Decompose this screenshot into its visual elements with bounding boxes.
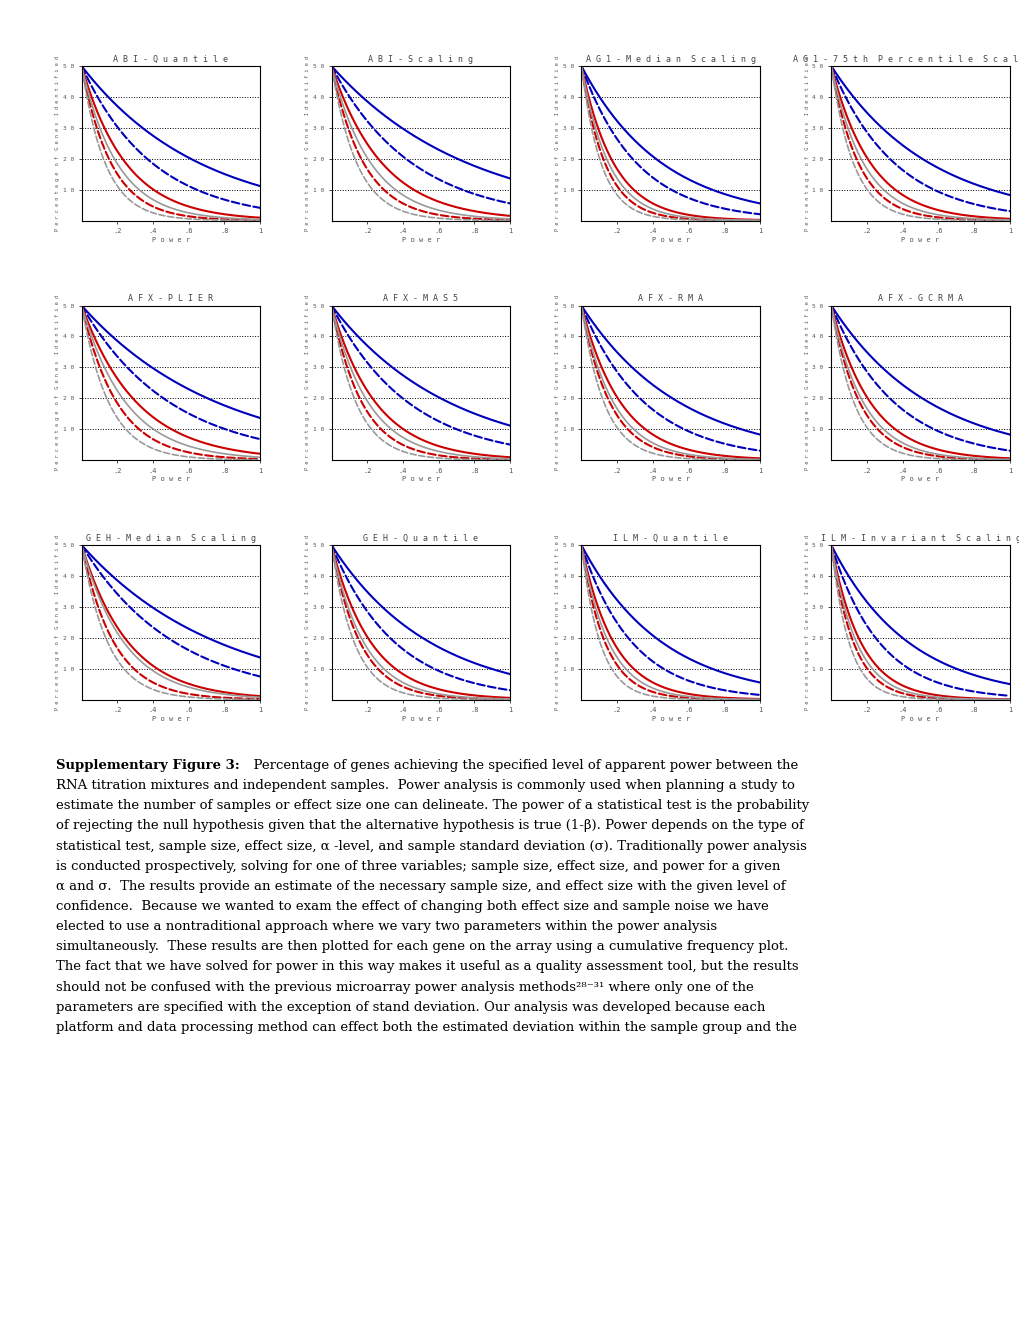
Title: A G 1 - 7 5 t h  P e r c e n t i l e  S c a l i n g: A G 1 - 7 5 t h P e r c e n t i l e S c … bbox=[792, 55, 1019, 63]
Y-axis label: P e r c e n t a g e  o f  G e n e s  I d e n t i f i e d: P e r c e n t a g e o f G e n e s I d e … bbox=[554, 55, 559, 231]
Text: The fact that we have solved for power in this way makes it useful as a quality : The fact that we have solved for power i… bbox=[56, 961, 798, 973]
Title: I L M - I n v a r i a n t  S c a l i n g: I L M - I n v a r i a n t S c a l i n g bbox=[819, 533, 1019, 543]
Title: A B I - S c a l i n g: A B I - S c a l i n g bbox=[368, 55, 473, 63]
Text: parameters are specified with the exception of stand deviation. Our analysis was: parameters are specified with the except… bbox=[56, 1001, 764, 1014]
Title: A B I - Q u a n t i l e: A B I - Q u a n t i l e bbox=[113, 55, 228, 63]
Text: confidence.  Because we wanted to exam the effect of changing both effect size a: confidence. Because we wanted to exam th… bbox=[56, 900, 768, 913]
Text: statistical test, sample size, effect size, α -level, and sample standard deviat: statistical test, sample size, effect si… bbox=[56, 840, 806, 853]
X-axis label: P o w e r: P o w e r bbox=[651, 715, 689, 722]
Text: Percentage of genes achieving the specified level of apparent power between the: Percentage of genes achieving the specif… bbox=[245, 759, 797, 772]
Title: A F X - R M A: A F X - R M A bbox=[638, 294, 702, 304]
Y-axis label: P e r c e n t a g e  o f  G e n e s  I d e n t i f i e d: P e r c e n t a g e o f G e n e s I d e … bbox=[305, 55, 310, 231]
X-axis label: P o w e r: P o w e r bbox=[152, 238, 190, 243]
Y-axis label: P e r c e n t a g e  o f  G e n e s  I d e n t i f i e d: P e r c e n t a g e o f G e n e s I d e … bbox=[55, 55, 60, 231]
X-axis label: P o w e r: P o w e r bbox=[901, 238, 938, 243]
Text: Supplementary Figure 3:: Supplementary Figure 3: bbox=[56, 759, 239, 772]
Text: should not be confused with the previous microarray power analysis methods²⁸⁻³¹ : should not be confused with the previous… bbox=[56, 981, 753, 994]
Text: of rejecting the null hypothesis given that the alternative hypothesis is true (: of rejecting the null hypothesis given t… bbox=[56, 820, 803, 833]
Title: A F X - P L I E R: A F X - P L I E R bbox=[128, 294, 213, 304]
Text: simultaneously.  These results are then plotted for each gene on the array using: simultaneously. These results are then p… bbox=[56, 940, 788, 953]
Text: platform and data processing method can effect both the estimated deviation with: platform and data processing method can … bbox=[56, 1020, 796, 1034]
Title: G E H - M e d i a n  S c a l i n g: G E H - M e d i a n S c a l i n g bbox=[86, 533, 256, 543]
Title: A F X - M A S 5: A F X - M A S 5 bbox=[383, 294, 458, 304]
Y-axis label: P e r c e n t a g e  o f  G e n e s  I d e n t i f i e d: P e r c e n t a g e o f G e n e s I d e … bbox=[804, 296, 809, 470]
X-axis label: P o w e r: P o w e r bbox=[651, 238, 689, 243]
Y-axis label: P e r c e n t a g e  o f  G e n e s  I d e n t i f i e d: P e r c e n t a g e o f G e n e s I d e … bbox=[804, 535, 809, 710]
X-axis label: P o w e r: P o w e r bbox=[152, 477, 190, 483]
Y-axis label: P e r c e n t a g e  o f  G e n e s  I d e n t i f i e d: P e r c e n t a g e o f G e n e s I d e … bbox=[554, 296, 559, 470]
Title: I L M - Q u a n t i l e: I L M - Q u a n t i l e bbox=[612, 533, 728, 543]
X-axis label: P o w e r: P o w e r bbox=[401, 477, 439, 483]
Text: is conducted prospectively, solving for one of three variables; sample size, eff: is conducted prospectively, solving for … bbox=[56, 859, 780, 873]
Title: A F X - G C R M A: A F X - G C R M A bbox=[877, 294, 962, 304]
Y-axis label: P e r c e n t a g e  o f  G e n e s  I d e n t i f i e d: P e r c e n t a g e o f G e n e s I d e … bbox=[554, 535, 559, 710]
Y-axis label: P e r c e n t a g e  o f  G e n e s  I d e n t i f i e d: P e r c e n t a g e o f G e n e s I d e … bbox=[55, 296, 60, 470]
Y-axis label: P e r c e n t a g e  o f  G e n e s  I d e n t i f i e d: P e r c e n t a g e o f G e n e s I d e … bbox=[55, 535, 60, 710]
X-axis label: P o w e r: P o w e r bbox=[901, 715, 938, 722]
Text: RNA titration mixtures and independent samples.  Power analysis is commonly used: RNA titration mixtures and independent s… bbox=[56, 779, 794, 792]
Title: A G 1 - M e d i a n  S c a l i n g: A G 1 - M e d i a n S c a l i n g bbox=[585, 55, 755, 63]
Y-axis label: P e r c e n t a g e  o f  G e n e s  I d e n t i f i e d: P e r c e n t a g e o f G e n e s I d e … bbox=[804, 55, 809, 231]
X-axis label: P o w e r: P o w e r bbox=[901, 477, 938, 483]
X-axis label: P o w e r: P o w e r bbox=[401, 238, 439, 243]
X-axis label: P o w e r: P o w e r bbox=[152, 715, 190, 722]
X-axis label: P o w e r: P o w e r bbox=[401, 715, 439, 722]
Text: estimate the number of samples or effect size one can delineate. The power of a : estimate the number of samples or effect… bbox=[56, 800, 808, 812]
Y-axis label: P e r c e n t a g e  o f  G e n e s  I d e n t i f i e d: P e r c e n t a g e o f G e n e s I d e … bbox=[305, 535, 310, 710]
Title: G E H - Q u a n t i l e: G E H - Q u a n t i l e bbox=[363, 533, 478, 543]
Y-axis label: P e r c e n t a g e  o f  G e n e s  I d e n t i f i e d: P e r c e n t a g e o f G e n e s I d e … bbox=[305, 296, 310, 470]
X-axis label: P o w e r: P o w e r bbox=[651, 477, 689, 483]
Text: α and σ.  The results provide an estimate of the necessary sample size, and effe: α and σ. The results provide an estimate… bbox=[56, 880, 785, 892]
Text: elected to use a nontraditional approach where we vary two parameters within the: elected to use a nontraditional approach… bbox=[56, 920, 716, 933]
